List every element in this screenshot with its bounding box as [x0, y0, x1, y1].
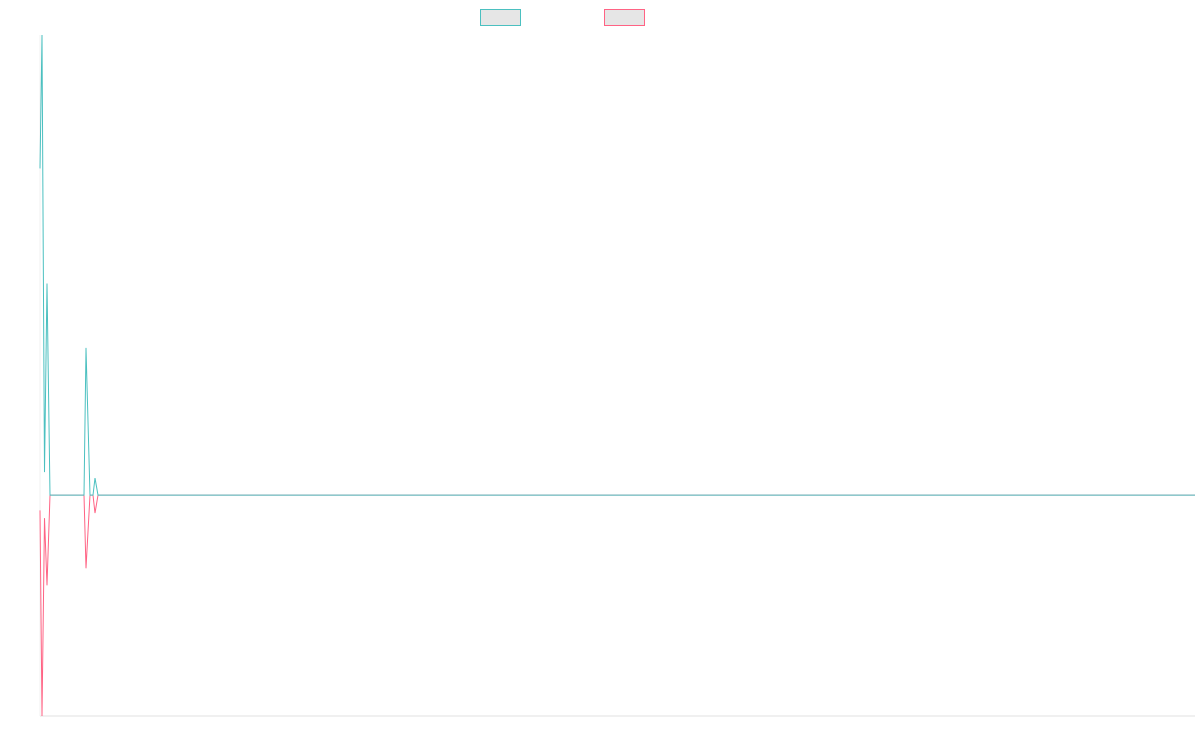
legend-marker: [480, 9, 521, 26]
legend-marker: [604, 9, 645, 26]
series-line: [39, 34, 1195, 496]
series-line: [39, 494, 1195, 717]
